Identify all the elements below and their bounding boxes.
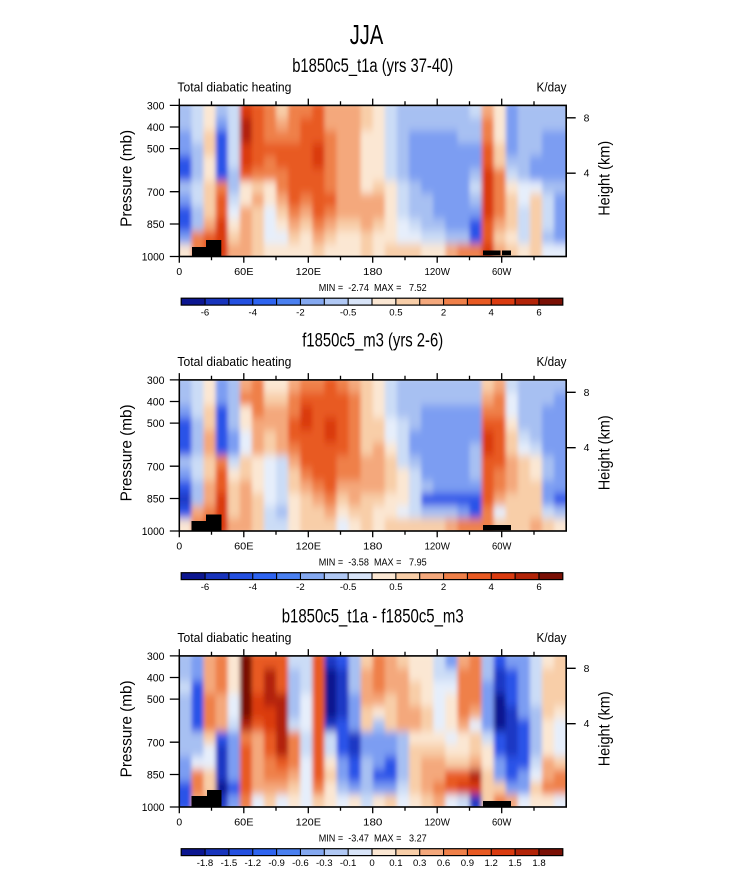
svg-text:1.2: 1.2: [485, 858, 498, 869]
svg-text:MIN = -3.58 MAX = 7.95: MIN = -3.58 MAX = 7.95: [319, 557, 427, 568]
svg-text:400: 400: [147, 397, 165, 409]
svg-text:0.6: 0.6: [437, 858, 450, 869]
svg-text:60E: 60E: [234, 818, 253, 829]
svg-text:0: 0: [176, 267, 182, 278]
svg-text:8: 8: [584, 388, 590, 399]
svg-text:60E: 60E: [234, 542, 253, 553]
svg-text:0.9: 0.9: [461, 858, 474, 869]
svg-text:500: 500: [147, 418, 165, 430]
svg-text:1.5: 1.5: [508, 858, 521, 869]
svg-text:60E: 60E: [234, 267, 253, 278]
svg-text:-0.9: -0.9: [268, 858, 285, 869]
svg-text:-4: -4: [249, 308, 258, 319]
svg-text:1000: 1000: [142, 252, 165, 264]
svg-text:2: 2: [441, 582, 446, 593]
svg-text:1.8: 1.8: [532, 858, 545, 869]
svg-text:700: 700: [147, 461, 165, 473]
svg-text:60W: 60W: [492, 818, 512, 829]
svg-text:2: 2: [441, 308, 446, 319]
svg-text:4: 4: [489, 582, 495, 593]
svg-text:-0.5: -0.5: [340, 582, 357, 593]
svg-text:-1.5: -1.5: [221, 858, 238, 869]
svg-text:-4: -4: [249, 582, 258, 593]
svg-text:850: 850: [147, 494, 165, 506]
svg-text:0: 0: [369, 858, 374, 869]
svg-text:Total diabatic heating: Total diabatic heating: [177, 354, 291, 369]
svg-text:120E: 120E: [296, 542, 321, 553]
svg-text:850: 850: [147, 219, 165, 231]
svg-text:120W: 120W: [425, 542, 451, 553]
svg-text:-0.6: -0.6: [292, 858, 309, 869]
svg-text:1000: 1000: [142, 526, 165, 538]
svg-text:K/day: K/day: [537, 354, 567, 369]
svg-text:-6: -6: [201, 308, 210, 319]
svg-text:120W: 120W: [425, 267, 451, 278]
svg-text:-1.8: -1.8: [197, 858, 214, 869]
svg-text:400: 400: [147, 673, 165, 685]
svg-text:b1850c5_t1a - f1850c5_m3: b1850c5_t1a - f1850c5_m3: [282, 606, 464, 627]
svg-text:180: 180: [363, 542, 383, 553]
svg-text:K/day: K/day: [537, 80, 567, 95]
svg-text:0.5: 0.5: [389, 308, 402, 319]
svg-text:Total diabatic heating: Total diabatic heating: [177, 630, 291, 645]
svg-text:300: 300: [147, 651, 165, 663]
svg-text:MIN = -2.74 MAX = 7.52: MIN = -2.74 MAX = 7.52: [319, 283, 427, 294]
svg-text:700: 700: [147, 737, 165, 749]
svg-text:300: 300: [147, 101, 165, 113]
svg-text:-1.2: -1.2: [245, 858, 262, 869]
svg-text:0.3: 0.3: [413, 858, 426, 869]
svg-text:60W: 60W: [492, 267, 512, 278]
svg-text:6: 6: [536, 308, 541, 319]
svg-text:850: 850: [147, 770, 165, 782]
svg-text:Height (km): Height (km): [597, 691, 614, 766]
svg-text:4: 4: [584, 719, 590, 730]
svg-text:180: 180: [363, 818, 383, 829]
svg-text:6: 6: [536, 582, 541, 593]
svg-text:Height (km): Height (km): [597, 415, 614, 490]
svg-text:500: 500: [147, 144, 165, 156]
svg-text:60W: 60W: [492, 542, 512, 553]
svg-text:120E: 120E: [296, 267, 321, 278]
svg-text:0: 0: [176, 818, 182, 829]
svg-text:0: 0: [176, 542, 182, 553]
svg-text:8: 8: [584, 113, 590, 124]
svg-text:120W: 120W: [425, 818, 451, 829]
svg-text:4: 4: [584, 169, 590, 180]
svg-text:Total diabatic heating: Total diabatic heating: [177, 80, 291, 95]
svg-text:4: 4: [584, 443, 590, 454]
svg-text:Height (km): Height (km): [597, 141, 614, 216]
svg-text:400: 400: [147, 122, 165, 134]
svg-text:b1850c5_t1a (yrs 37-40): b1850c5_t1a (yrs 37-40): [292, 56, 453, 77]
svg-text:-0.1: -0.1: [340, 858, 357, 869]
svg-text:MIN = -3.47 MAX = 3.27: MIN = -3.47 MAX = 3.27: [319, 833, 427, 844]
svg-text:-0.3: -0.3: [316, 858, 333, 869]
svg-text:120E: 120E: [296, 818, 321, 829]
svg-text:JJA: JJA: [350, 19, 384, 50]
svg-text:0.5: 0.5: [389, 582, 402, 593]
svg-text:Pressure (mb): Pressure (mb): [119, 680, 136, 777]
svg-text:K/day: K/day: [537, 630, 567, 645]
svg-text:0.1: 0.1: [389, 858, 402, 869]
svg-text:-0.5: -0.5: [340, 308, 357, 319]
svg-text:1000: 1000: [142, 802, 165, 814]
svg-text:4: 4: [489, 308, 495, 319]
svg-text:8: 8: [584, 664, 590, 675]
svg-text:f1850c5_m3 (yrs 2-6): f1850c5_m3 (yrs 2-6): [302, 330, 443, 351]
svg-text:300: 300: [147, 375, 165, 387]
svg-text:180: 180: [363, 267, 383, 278]
svg-text:700: 700: [147, 187, 165, 199]
svg-text:Pressure (mb): Pressure (mb): [119, 130, 136, 227]
svg-text:500: 500: [147, 694, 165, 706]
svg-text:-6: -6: [201, 582, 210, 593]
svg-text:-2: -2: [296, 582, 305, 593]
svg-text:Pressure (mb): Pressure (mb): [119, 404, 136, 501]
svg-text:-2: -2: [296, 308, 305, 319]
